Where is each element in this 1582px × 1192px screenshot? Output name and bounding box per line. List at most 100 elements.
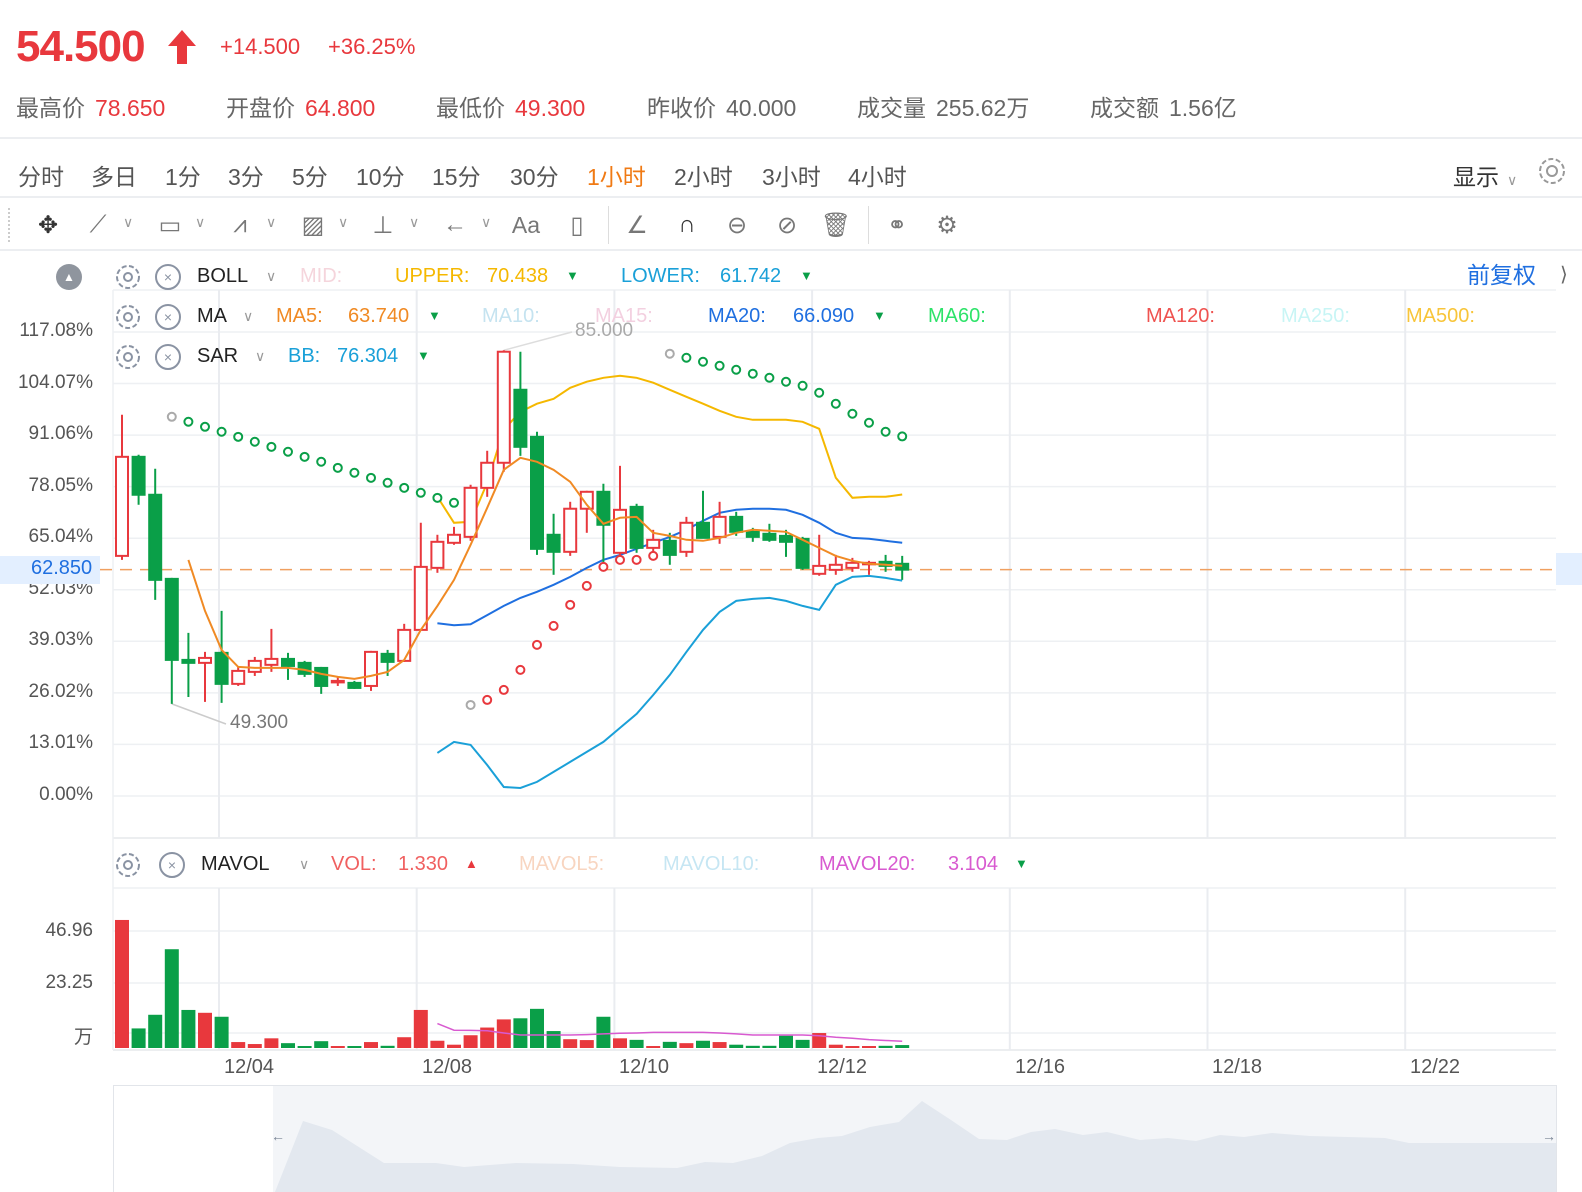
line-tool-icon[interactable]: ⟋ [89,211,107,238]
candle-up [563,507,578,553]
chevron-down-icon[interactable]: ∨ [123,214,134,230]
stat-value: 1.56亿 [1169,95,1237,121]
rectangle-tool-icon[interactable]: ▭ [158,211,182,239]
sar-dot [432,492,443,503]
settings-icon[interactable]: ⚙ [936,211,958,239]
volume-bar-up [845,1046,860,1048]
volume-bar-down [530,1008,544,1048]
ma-settings-gear-icon[interactable] [114,303,142,329]
tab-period[interactable]: 5分 [292,164,328,190]
tab-period[interactable]: 3小时 [762,164,821,190]
volume-bar-up [646,1046,661,1048]
tab-period[interactable]: 3分 [228,164,264,190]
volume-bar-down [347,1046,362,1048]
chevron-down-icon[interactable]: ∨ [481,214,492,230]
candle-down [347,681,362,689]
volume-bar-down [696,1040,710,1048]
candle-up [447,533,461,544]
chevron-down-icon[interactable]: ∨ [195,214,206,230]
chevron-down-icon[interactable]: ∨ [409,214,420,230]
sar-settings-gear-icon[interactable] [114,343,142,369]
current-price: 54.500 [16,22,146,71]
sar-dot [565,599,576,610]
tab-period[interactable]: 4小时 [848,164,907,190]
measure-tool-icon[interactable]: ⊥ [372,211,394,239]
toolbar-drag-handle[interactable] [8,208,16,242]
collapse-legend-icon[interactable]: ▲ [56,264,82,290]
tab-period[interactable]: 10分 [356,164,405,190]
expand-icon[interactable]: ⟩ [1560,264,1568,286]
candle-down [662,539,677,556]
move-icon[interactable]: ✥ [37,211,59,239]
range-navigator[interactable] [113,1085,1557,1192]
volume-bar-down [131,1028,146,1048]
wave-tool-icon[interactable]: ⩘ [233,211,247,238]
volume-bar-up [231,1042,246,1048]
date-label: 12/16 [1015,1056,1066,1078]
candle-down [546,533,561,553]
delete-icon[interactable]: 🗑 [820,211,852,239]
tab-period-active[interactable]: 1小时 [587,164,646,190]
volume-bar-down [878,1045,893,1048]
stat-label: 成交量 [857,95,926,121]
mavol-close-icon[interactable]: × [159,852,185,878]
adjust-price-button[interactable]: 前复权 [1467,262,1536,288]
volume-bar-up [579,1040,594,1048]
high-annotation-line [503,331,573,351]
chevron-down-icon[interactable]: ∨ [243,308,254,324]
sar-close-icon[interactable]: × [155,344,181,370]
sar-dot [631,554,642,565]
navigator-left-handle[interactable]: ← [271,1128,285,1144]
ruler-icon[interactable]: ∠ [626,211,648,239]
text-tool-icon[interactable]: Aa [511,211,541,238]
chevron-down-icon[interactable]: ∨ [266,268,277,284]
ma-close-icon[interactable]: × [155,304,181,330]
tab-period[interactable]: 分时 [18,164,64,190]
up-arrow-icon [168,30,196,64]
boll-settings-gear-icon[interactable] [114,263,142,289]
mavol-settings-gear-icon[interactable] [114,851,142,877]
sar-dot [332,462,343,473]
sar-dot [166,411,177,422]
volume-bar-down [297,1046,312,1048]
chevron-down-icon[interactable]: ∨ [266,214,277,230]
sar-dot [781,376,791,387]
tab-period[interactable]: 15分 [432,164,481,190]
tab-period[interactable]: 30分 [510,164,559,190]
chevron-down-icon[interactable]: ∨ [338,214,349,230]
candle-up [463,486,478,538]
candle-up [198,656,212,664]
tab-period[interactable]: 2小时 [674,164,733,190]
candle-down [131,455,146,496]
stat-open: 开盘价 64.800 [226,89,375,123]
sar-dot [249,436,260,447]
lock-drawings-icon[interactable]: ⊖ [726,211,748,239]
boll-close-icon[interactable]: × [155,264,181,290]
ma10-label: MA10: [482,305,540,327]
magnet-icon[interactable]: ∩ [678,211,696,238]
sar-dot [814,387,825,398]
volume-bar-up [397,1037,412,1048]
candle-up [330,679,345,684]
volume-bar-down [662,1041,677,1048]
mavol20-label: MAVOL20: [819,853,916,875]
candle-up [812,564,827,575]
ma20-label: MA20: [708,305,766,327]
tab-period[interactable]: 多日 [91,164,137,190]
fibonacci-tool-icon[interactable]: ▨ [301,211,325,239]
ma250-label: MA250: [1281,305,1350,327]
hide-drawings-icon[interactable]: ⊘ [776,211,798,239]
price-axis-tick: 13.01% [28,732,93,754]
tab-period[interactable]: 1分 [165,164,201,190]
display-dropdown[interactable]: 显示 ∨ [1453,158,1517,192]
comment-tool-icon[interactable]: ▯ [570,211,584,239]
gear-icon[interactable] [1536,155,1568,187]
mavol20-value: 3.104 [948,853,999,875]
chevron-down-icon[interactable]: ∨ [255,348,266,364]
date-label: 12/10 [619,1056,670,1078]
arrow-tool-icon[interactable]: ← [443,211,467,238]
chevron-down-icon[interactable]: ∨ [299,856,310,872]
navigator-right-handle[interactable]: → [1542,1128,1556,1144]
compare-icon[interactable]: ⚭ [886,211,908,239]
